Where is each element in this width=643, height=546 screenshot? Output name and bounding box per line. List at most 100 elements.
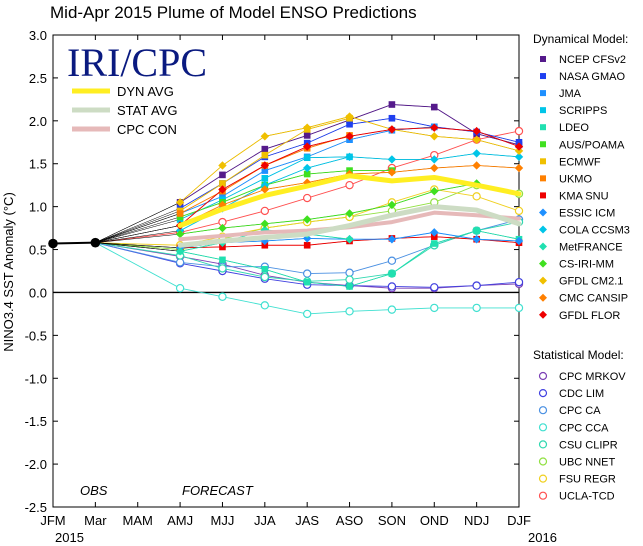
y-tick-label: -2.5 bbox=[25, 500, 47, 515]
model-point bbox=[260, 206, 270, 216]
model-point bbox=[430, 283, 439, 292]
model-point bbox=[302, 309, 312, 319]
model-point bbox=[260, 219, 270, 228]
legend-square bbox=[540, 175, 546, 182]
model-point bbox=[260, 301, 270, 310]
legend-label: UCLA-TCD bbox=[559, 491, 615, 503]
x-tick-label: JAS bbox=[295, 513, 319, 528]
x-tick-label: Mar bbox=[84, 513, 107, 528]
model-point bbox=[346, 120, 353, 128]
model-point bbox=[514, 236, 524, 246]
model-point bbox=[387, 155, 397, 164]
legend-square bbox=[540, 192, 546, 199]
legend-label: CDC LIM bbox=[559, 388, 604, 400]
y-tick-label: -0.5 bbox=[25, 328, 47, 343]
legend-square bbox=[540, 158, 546, 165]
model-point bbox=[260, 272, 270, 282]
y-tick-label: 1.5 bbox=[29, 157, 47, 172]
legend-label: COLA CCSM3 bbox=[559, 225, 630, 237]
model-point bbox=[387, 200, 397, 210]
model-series bbox=[95, 242, 524, 319]
model-point bbox=[303, 132, 311, 139]
model-point bbox=[218, 264, 227, 273]
y-tick-label: 0.5 bbox=[29, 243, 47, 258]
x-tick-label: JJA bbox=[254, 513, 276, 528]
model-point bbox=[514, 142, 524, 151]
x-tick-label: AMJ bbox=[167, 513, 193, 528]
model-series bbox=[95, 179, 481, 243]
y-tick-label: 2.0 bbox=[29, 114, 47, 129]
model-point bbox=[219, 243, 226, 251]
model-point bbox=[388, 270, 396, 277]
legend-label: ESSIC ICM bbox=[559, 207, 615, 219]
legend-circle bbox=[538, 389, 548, 398]
average-line bbox=[177, 173, 522, 229]
y-tick-label: -1.5 bbox=[25, 414, 47, 429]
model-point bbox=[302, 193, 312, 203]
legend-label: CPC MRKOV bbox=[559, 371, 626, 383]
model-point bbox=[345, 235, 354, 244]
legend-square bbox=[540, 56, 546, 62]
model-point bbox=[303, 154, 311, 162]
model-point bbox=[472, 303, 481, 313]
legend-label: MetFRANCE bbox=[559, 242, 623, 254]
legend-circle bbox=[538, 423, 548, 432]
model-point bbox=[175, 258, 185, 267]
legend-diamond bbox=[539, 276, 547, 285]
legend-label: ECMWF bbox=[559, 156, 601, 168]
legend-circle bbox=[538, 474, 548, 483]
model-point bbox=[176, 213, 184, 221]
x-tick-label: NDJ bbox=[464, 513, 489, 528]
model-point bbox=[346, 283, 353, 290]
legend-label: JMA bbox=[559, 88, 582, 100]
model-point bbox=[515, 138, 523, 146]
model-point bbox=[388, 101, 396, 108]
x-tick-label: MJJ bbox=[211, 513, 235, 528]
model-line-color bbox=[179, 170, 392, 218]
model-point bbox=[472, 135, 481, 144]
y-tick-label: 1.0 bbox=[29, 200, 47, 215]
model-point bbox=[218, 185, 227, 194]
model-point bbox=[430, 103, 438, 111]
model-point bbox=[514, 206, 524, 216]
observed-point bbox=[48, 238, 58, 249]
model-point bbox=[261, 175, 269, 182]
plot-frame bbox=[52, 34, 520, 508]
obs-label: OBS bbox=[80, 483, 108, 498]
legend-label: GFDL FLOR bbox=[559, 310, 620, 322]
model-point bbox=[261, 167, 269, 174]
model-point bbox=[302, 215, 312, 224]
model-point bbox=[430, 303, 439, 313]
x-tick-label: SON bbox=[378, 513, 406, 528]
model-point bbox=[260, 161, 270, 170]
model-point bbox=[345, 112, 354, 121]
model-point bbox=[302, 123, 312, 132]
average-line bbox=[177, 204, 522, 248]
legend-label: FSU REGR bbox=[559, 474, 616, 486]
legend-circle bbox=[538, 491, 548, 500]
x-axis-ticks: JFM Mar MAM AMJ MJJ JJA JAS ASO SON OND NDJ DJF bbox=[40, 35, 531, 528]
legend-label: UKMO bbox=[559, 173, 592, 185]
model-point bbox=[302, 163, 312, 173]
model-point bbox=[387, 256, 397, 265]
average-legend-label: DYN AVG bbox=[117, 84, 174, 99]
model-point bbox=[345, 132, 354, 141]
model-point bbox=[345, 268, 354, 277]
model-point bbox=[514, 163, 524, 173]
x-tick-label: DJF bbox=[507, 513, 531, 528]
average-lines bbox=[177, 173, 522, 248]
model-point bbox=[260, 180, 270, 190]
model-point bbox=[430, 155, 439, 164]
legend-square bbox=[540, 107, 546, 114]
model-point bbox=[302, 142, 312, 151]
legend-square bbox=[540, 90, 546, 97]
model-series bbox=[95, 167, 396, 243]
model-point bbox=[219, 256, 226, 264]
y-tick-label: -2.0 bbox=[25, 457, 47, 472]
model-point bbox=[514, 303, 524, 313]
model-point bbox=[260, 185, 270, 194]
year-label-end: 2016 bbox=[528, 530, 557, 545]
legend-label: GFDL CM2.1 bbox=[559, 276, 623, 288]
model-point bbox=[387, 305, 397, 314]
